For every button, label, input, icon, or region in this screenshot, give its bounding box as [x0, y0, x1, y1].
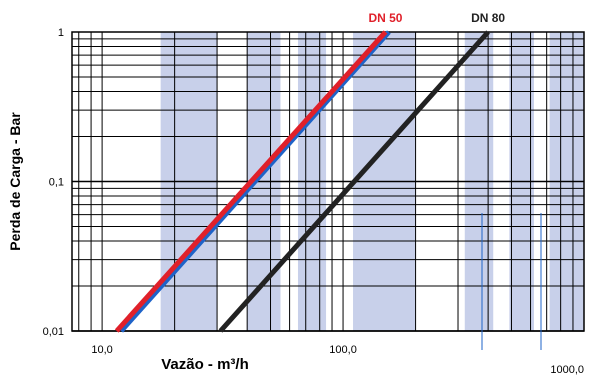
x-tick-labels: 10,0 100,0 1000,0	[91, 344, 584, 375]
x-axis-title: Vazão - m³/h	[161, 356, 249, 373]
series-line	[114, 30, 388, 333]
y-tick-label: 0,01	[43, 326, 64, 338]
y-axis-title: Perda de Carga - Bar	[7, 112, 23, 251]
series-label: DN 50	[368, 11, 402, 25]
x-tick-label: 1000,0	[550, 364, 584, 375]
y-tick-label: 1	[58, 27, 64, 39]
series-lines	[114, 30, 490, 333]
x-tick-label: 100,0	[329, 344, 357, 356]
y-tick-label: 0,1	[49, 177, 64, 189]
series-labels: DN 50 DN 80	[368, 11, 505, 25]
x-tick-label: 10,0	[91, 344, 112, 356]
series-line	[218, 30, 490, 333]
series-label: DN 80	[471, 11, 505, 25]
grid-lines	[72, 32, 584, 332]
plot-frame	[71, 31, 585, 332]
series-line	[119, 30, 391, 333]
y-tick-labels: 1 0,1 0,01	[43, 27, 64, 338]
